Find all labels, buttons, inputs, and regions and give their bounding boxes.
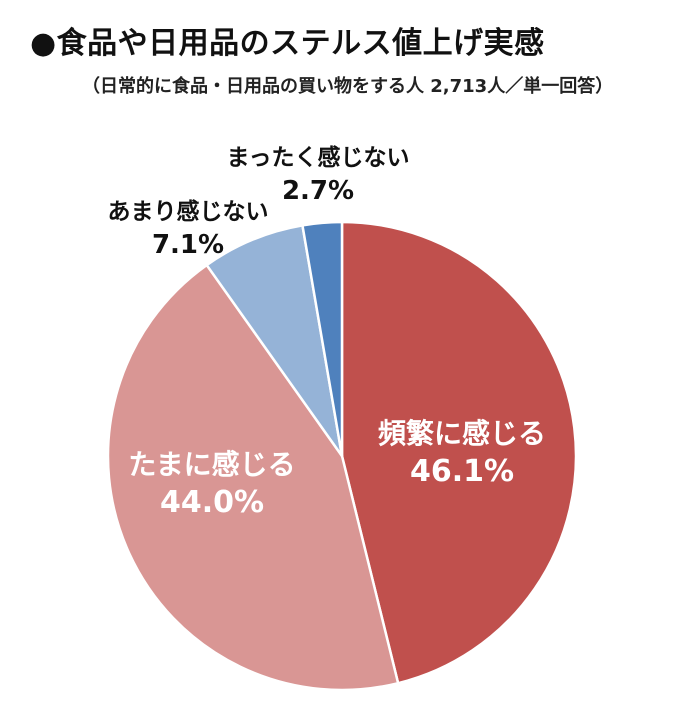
pie-slice-3 xyxy=(205,224,344,458)
slice-value-label-1: 46.1% xyxy=(410,454,514,489)
chart-title: ●食品や日用品のステルス値上げ実感 xyxy=(30,26,545,61)
slice-value-label-4: 2.7% xyxy=(282,176,354,206)
pie-slice-4 xyxy=(301,220,344,458)
slice-name-label-4: まったく感じない xyxy=(226,144,409,171)
slice-name-label-2: たまに感じる xyxy=(128,448,295,481)
slice-value-label-2: 44.0% xyxy=(160,485,264,520)
pie-slice-1 xyxy=(340,220,578,685)
pie-labels: 頻繁に感じる 46.1% たまに感じる 44.0% あまり感じない 7.1% まったく感じな… xyxy=(108,144,547,520)
slice-value-label-3: 7.1% xyxy=(152,230,224,260)
chart-subtitle: （日常的に食品・日用品の買い物をする人 2,713人／単一回答） xyxy=(82,76,614,97)
slice-name-label-1: 頻繁に感じる xyxy=(378,417,546,450)
slice-name-label-3: あまり感じない xyxy=(108,198,269,225)
pie-slice-2 xyxy=(106,263,400,692)
pie-slices xyxy=(106,220,578,692)
